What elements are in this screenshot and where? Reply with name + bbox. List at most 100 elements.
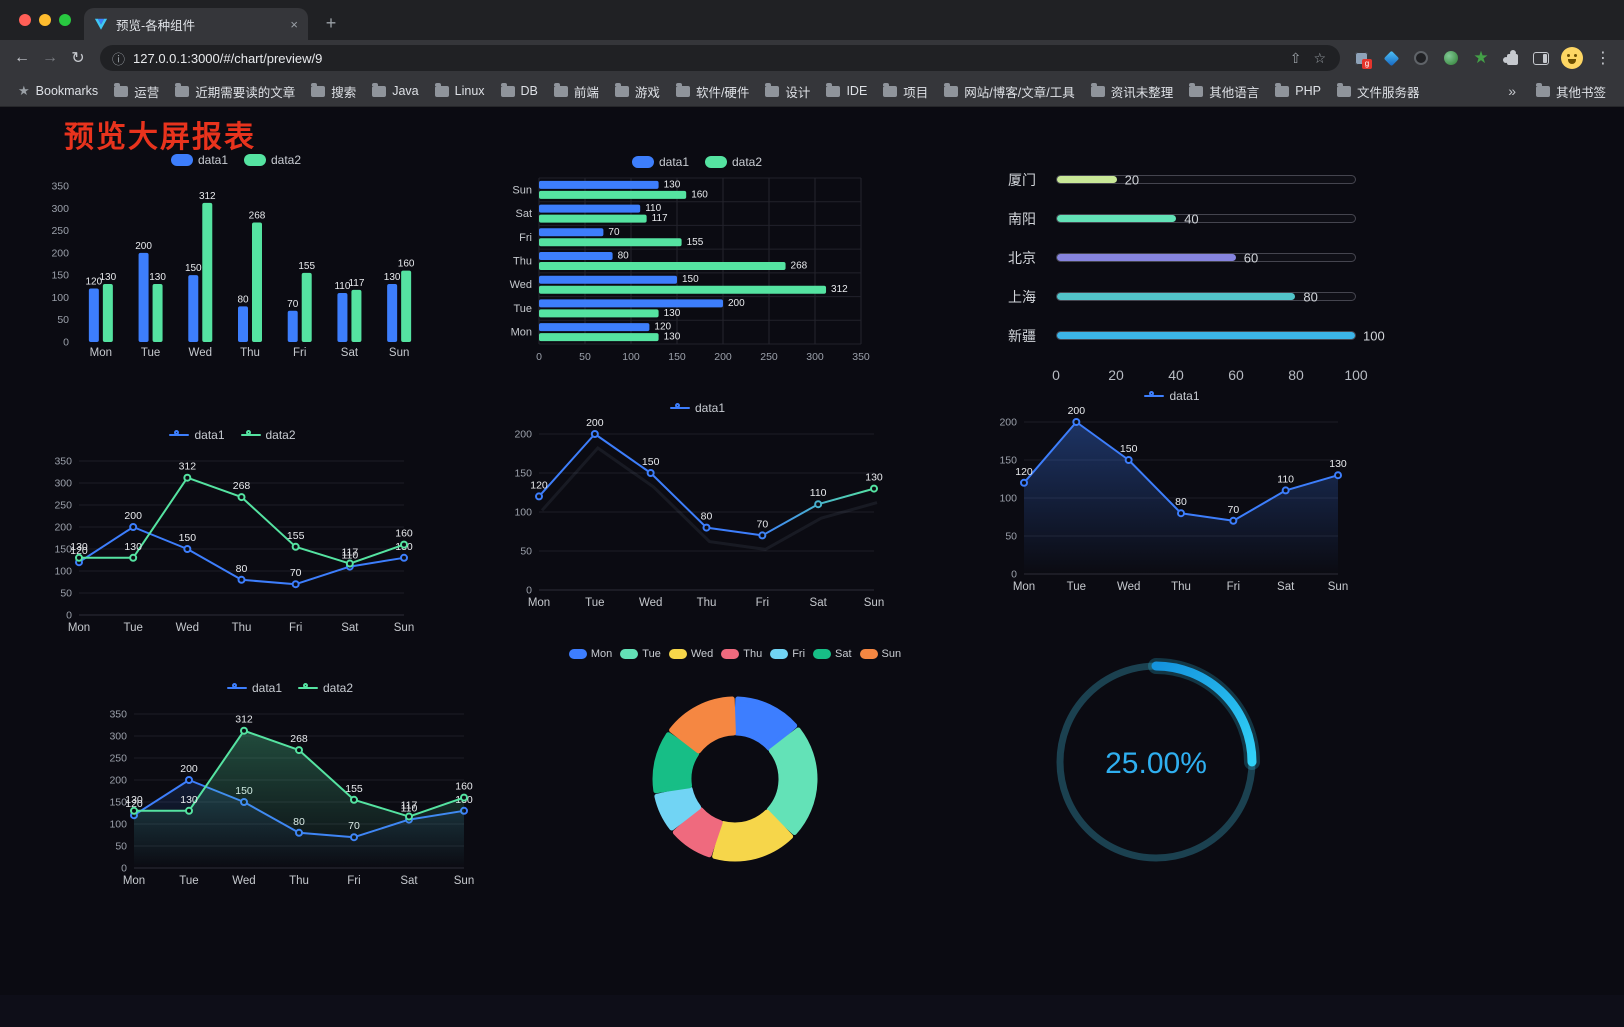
svg-text:50: 50: [520, 546, 532, 558]
legend-item[interactable]: Sat: [813, 648, 852, 660]
svg-text:Sun: Sun: [454, 875, 474, 887]
legend-item[interactable]: data1: [170, 153, 228, 167]
svg-text:350: 350: [852, 351, 870, 363]
bookmark-item[interactable]: 软件/硬件: [668, 79, 757, 104]
bookmark-item[interactable]: 其他语言: [1181, 79, 1267, 104]
chart-line-gradient: data1 0 50 100 150 200 Mon Tue Wed Thu Fri Sat Sun 12…: [505, 398, 890, 612]
bookmark-item[interactable]: 前端: [546, 79, 607, 104]
svg-text:Tue: Tue: [179, 875, 198, 887]
svg-text:110: 110: [334, 281, 350, 292]
window-close-button[interactable]: [19, 14, 31, 26]
chart-canvas-grouped-bar: 050100150200250300350Mon120130Tue200130W…: [51, 181, 414, 360]
progress-track: 40: [1056, 211, 1356, 226]
progress-track: 60: [1056, 250, 1356, 265]
legend-label: data1: [694, 401, 726, 415]
extension-star-icon[interactable]: ★: [1473, 48, 1489, 67]
extension-badge: g: [1362, 59, 1372, 69]
bookmark-item[interactable]: Java: [364, 81, 426, 101]
svg-text:110: 110: [810, 487, 827, 499]
reload-icon[interactable]: ↻: [71, 50, 85, 67]
svg-text:0: 0: [536, 351, 542, 363]
folder-icon: [500, 82, 515, 97]
extension-diamond-icon[interactable]: [1378, 45, 1404, 71]
legend-item[interactable]: data1: [169, 428, 225, 442]
progress-axis: 0 20 40 60 80 100: [1052, 365, 1368, 387]
svg-text:268: 268: [290, 733, 308, 745]
legend-item[interactable]: data2: [244, 153, 301, 167]
chart-canvas-line-area: 0 50 100 150 200 Mon Tue Wed Thu Fri Sat Sun 120 200 1…: [999, 406, 1348, 593]
bookmark-item[interactable]: DB: [493, 81, 546, 101]
other-bookmarks[interactable]: 其他书签: [1528, 79, 1614, 104]
svg-text:350: 350: [54, 456, 72, 468]
svg-text:Tue: Tue: [123, 622, 142, 634]
legend-item[interactable]: Thu: [721, 648, 762, 660]
site-info-icon[interactable]: ⓘ: [112, 51, 126, 67]
tab-title: 预览-各种组件: [116, 18, 196, 33]
profile-avatar[interactable]: [1561, 47, 1583, 69]
bookmark-item[interactable]: 资讯未整理: [1083, 79, 1182, 104]
bookmark-item[interactable]: IDE: [818, 81, 875, 101]
tab-close-icon[interactable]: ×: [290, 16, 298, 32]
bookmark-item[interactable]: PHP: [1267, 81, 1329, 101]
svg-text:130: 130: [664, 332, 681, 343]
extension-green-circle-icon[interactable]: [1438, 45, 1464, 71]
svg-text:120: 120: [86, 277, 103, 288]
legend-item[interactable]: data2: [240, 428, 296, 442]
legend-item[interactable]: data1: [1144, 389, 1200, 403]
bookmark-item[interactable]: 设计: [757, 79, 818, 104]
svg-text:Wed: Wed: [176, 622, 199, 634]
bookmark-item[interactable]: 网站/博客/文章/工具: [936, 79, 1082, 104]
bookmark-item[interactable]: 运营: [106, 79, 167, 104]
extension-grid-icon[interactable]: g: [1348, 45, 1374, 71]
chart-legend: data1 data2: [226, 678, 353, 698]
bookmark-item[interactable]: 文件服务器: [1329, 79, 1428, 104]
svg-text:Thu: Thu: [697, 597, 717, 609]
legend-item[interactable]: Sun: [859, 648, 901, 660]
legend-item[interactable]: data1: [669, 401, 726, 415]
svg-text:Sun: Sun: [512, 184, 532, 196]
bookmark-item[interactable]: 项目: [875, 79, 936, 104]
bookmark-label: Bookmarks: [35, 84, 99, 98]
axis-tick-label: 0: [1052, 367, 1060, 383]
bookmark-item[interactable]: Linux: [427, 81, 493, 101]
legend-item[interactable]: data2: [705, 155, 762, 169]
new-tab-button[interactable]: +: [325, 12, 337, 33]
bookmark-item[interactable]: 游戏: [607, 79, 668, 104]
window-minimize-button[interactable]: [39, 14, 51, 26]
bookmark-item[interactable]: ★ Bookmarks: [10, 80, 106, 102]
url-text[interactable]: 127.0.0.1:3000/#/chart/preview/9: [133, 50, 323, 66]
extensions-puzzle-icon[interactable]: [1498, 45, 1524, 71]
back-icon[interactable]: ←: [14, 49, 30, 66]
svg-text:117: 117: [401, 800, 418, 812]
svg-text:200: 200: [1068, 406, 1086, 417]
progress-fill: [1057, 215, 1177, 222]
legend-item[interactable]: Mon: [568, 648, 612, 660]
window-zoom-button[interactable]: [59, 14, 71, 26]
svg-text:130: 130: [180, 794, 198, 806]
address-bar[interactable]: ⓘ 127.0.0.1:3000/#/chart/preview/9 ⇧ ☆: [100, 45, 1340, 71]
legend-item[interactable]: Tue: [620, 648, 661, 660]
legend-item[interactable]: data1: [631, 155, 689, 169]
bookmark-label: 文件服务器: [1356, 85, 1420, 100]
share-icon[interactable]: ⇧: [1289, 49, 1302, 66]
sidebar-toggle-icon[interactable]: [1528, 45, 1554, 71]
svg-text:Sat: Sat: [1277, 581, 1295, 593]
bookmark-item[interactable]: 近期需要读的文章: [167, 79, 303, 104]
menu-kebab-icon[interactable]: ⋮: [1595, 50, 1611, 67]
legend-item[interactable]: Wed: [668, 648, 713, 660]
extension-dark-circle-icon[interactable]: [1408, 45, 1434, 71]
legend-item[interactable]: data2: [298, 681, 353, 695]
svg-text:312: 312: [831, 284, 848, 295]
legend-item[interactable]: data1: [226, 681, 282, 695]
bookmark-item[interactable]: 搜索: [303, 79, 364, 104]
progress-value: 80: [1303, 289, 1318, 304]
progress-row: 厦门 20: [1008, 160, 1356, 199]
browser-tab[interactable]: 预览-各种组件 ×: [84, 8, 308, 40]
bookmarks-overflow-chevron[interactable]: »: [1508, 83, 1516, 99]
svg-text:200: 200: [54, 522, 72, 534]
bookmark-label: 运营: [134, 85, 160, 100]
progress-row: 南阳 40: [1008, 199, 1356, 238]
forward-icon[interactable]: →: [42, 49, 58, 66]
bookmark-star-icon[interactable]: ☆: [1313, 49, 1326, 66]
legend-item[interactable]: Fri: [770, 648, 805, 660]
